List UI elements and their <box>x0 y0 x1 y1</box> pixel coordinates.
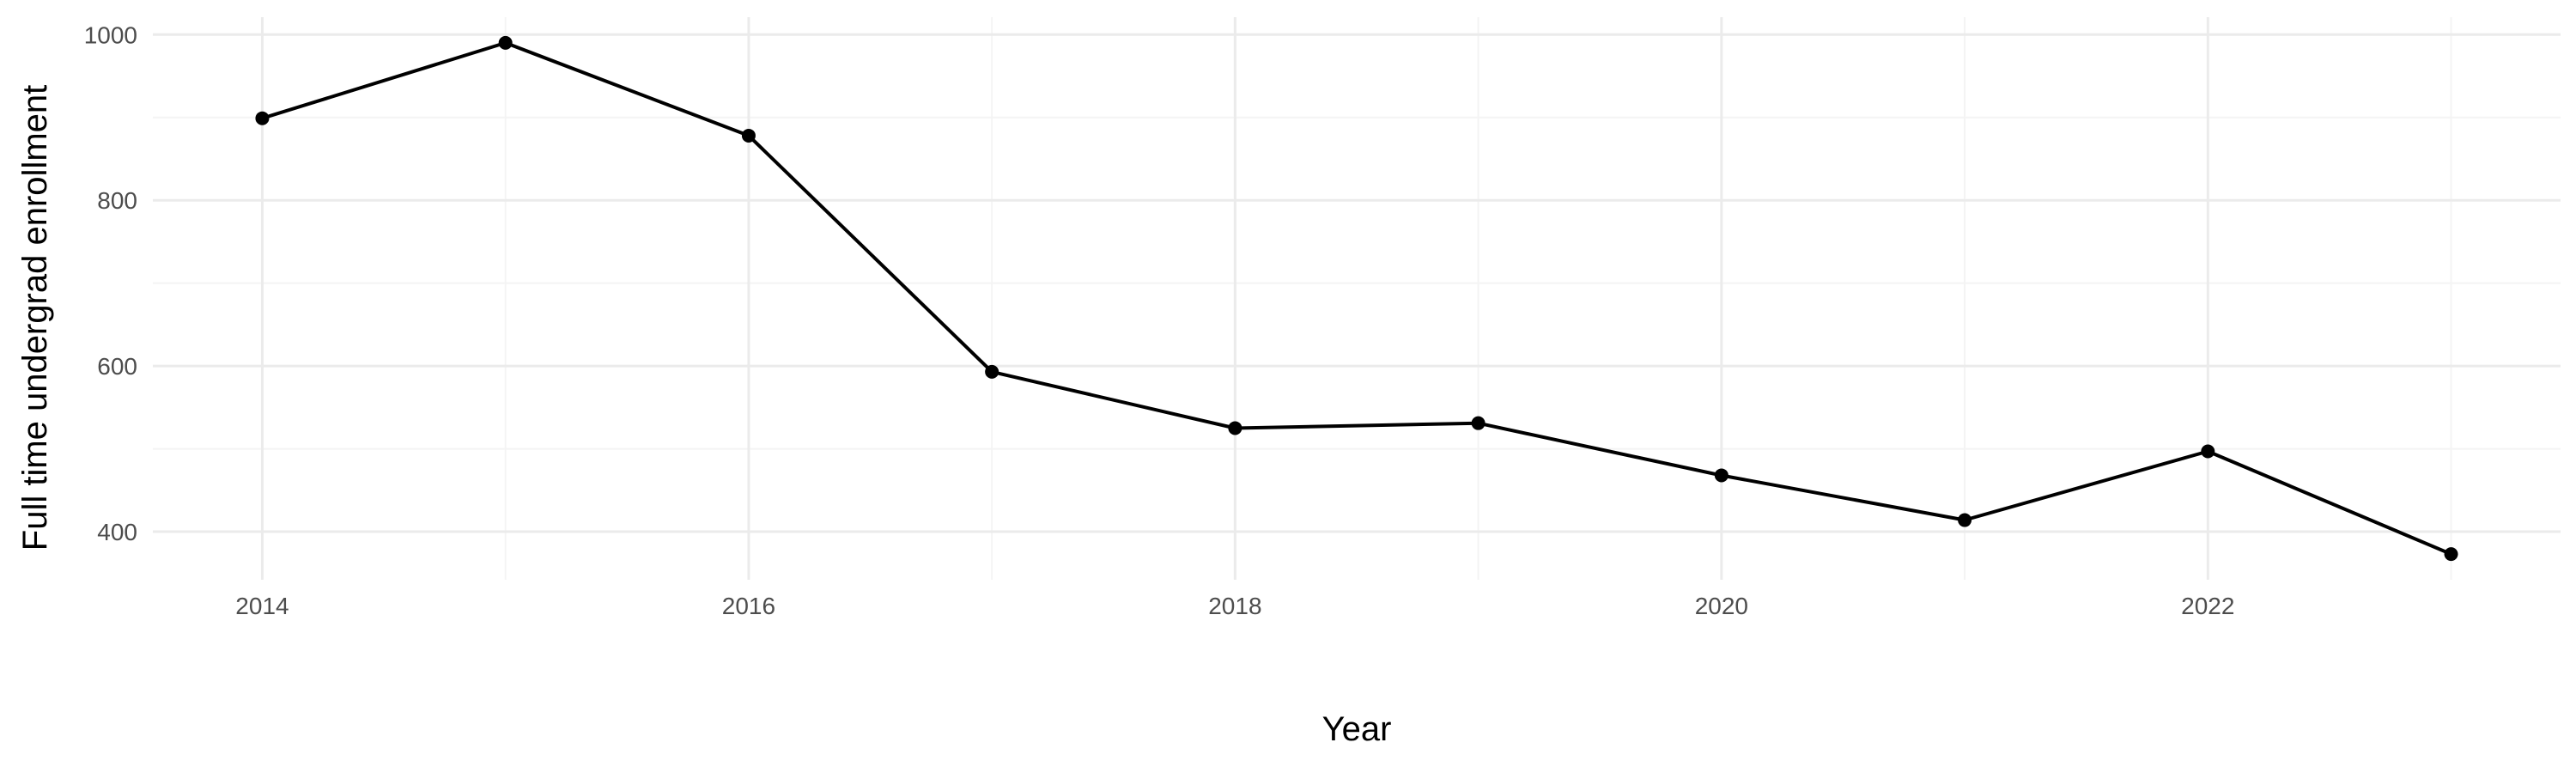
data-point <box>255 111 270 125</box>
major-gridlines <box>153 17 2561 580</box>
data-point <box>2444 547 2458 562</box>
x-axis-ticks: 2014 2016 2018 2020 2022 <box>235 593 2234 619</box>
x-tick-label: 2018 <box>1208 593 1261 619</box>
data-point <box>985 364 999 379</box>
x-tick-label: 2020 <box>1695 593 1748 619</box>
data-point <box>1228 421 1242 435</box>
data-point <box>1714 468 1728 483</box>
x-tick-label: 2014 <box>235 593 289 619</box>
data-point <box>741 128 756 143</box>
x-axis-title: Year <box>1322 710 1392 748</box>
points-layer <box>255 35 2458 562</box>
y-tick-label: 400 <box>97 519 137 545</box>
minor-gridlines <box>153 17 2561 580</box>
y-tick-label: 600 <box>97 353 137 380</box>
series-line <box>261 40 2452 556</box>
series-layer <box>261 40 2452 556</box>
data-point <box>498 35 513 50</box>
x-tick-label: 2022 <box>2181 593 2234 619</box>
y-axis-ticks: 400 600 800 1000 <box>84 21 137 545</box>
y-tick-label: 1000 <box>84 21 137 48</box>
y-axis-title: Full time undergrad enrollment <box>16 85 54 551</box>
y-tick-label: 800 <box>97 187 137 214</box>
data-point <box>1471 416 1485 430</box>
data-point <box>1958 513 1972 527</box>
x-tick-label: 2016 <box>722 593 775 619</box>
data-point <box>2201 444 2215 459</box>
